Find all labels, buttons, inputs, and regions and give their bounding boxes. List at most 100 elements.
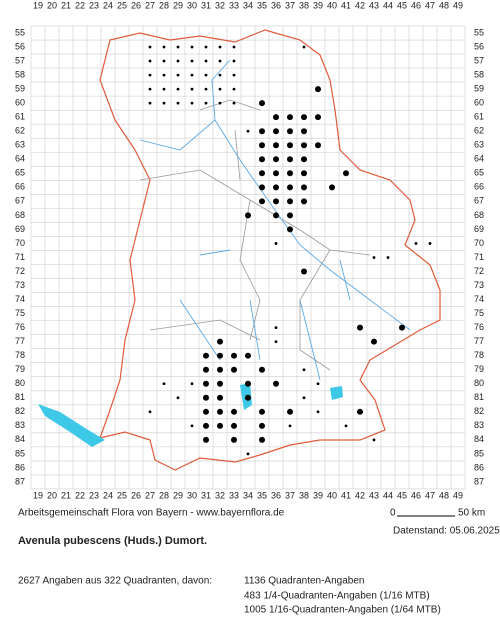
record-dot-small — [372, 438, 376, 442]
record-dot-small — [232, 45, 236, 49]
record-dot — [287, 114, 293, 121]
column-label: 41 — [341, 0, 351, 10]
record-dot — [287, 128, 293, 135]
record-dot — [259, 170, 265, 177]
row-label: 82 — [15, 406, 25, 416]
credit: Arbeitsgemeinschaft Flora von Bayern - w… — [18, 508, 285, 519]
column-label: 46 — [411, 0, 421, 10]
record-dot-small — [218, 101, 222, 105]
record-dot-small — [232, 59, 236, 63]
record-dot — [273, 170, 279, 177]
row-label: 68 — [474, 210, 484, 220]
row-label: 80 — [474, 378, 484, 388]
row-label: 81 — [474, 392, 484, 402]
record-dot — [315, 142, 321, 149]
record-dot-small — [190, 101, 194, 105]
row-label: 56 — [15, 41, 25, 51]
row-label: 58 — [15, 69, 25, 79]
record-dot-small — [386, 256, 390, 259]
column-label: 41 — [341, 490, 351, 500]
row-label: 55 — [474, 27, 484, 37]
column-label: 20 — [47, 0, 57, 10]
record-dot-small — [246, 452, 250, 456]
column-label: 32 — [215, 0, 225, 10]
record-dot-small — [218, 45, 222, 49]
record-dot — [259, 100, 265, 107]
record-dot — [231, 436, 237, 443]
column-label: 29 — [173, 0, 183, 10]
date: Datenstand: 05.06.2025 — [393, 526, 500, 537]
record-dot — [287, 212, 293, 219]
row-label: 69 — [474, 224, 484, 234]
record-dot — [259, 142, 265, 149]
record-dot — [287, 142, 293, 149]
row-label: 67 — [474, 196, 484, 206]
record-dot — [315, 114, 321, 121]
record-dot — [231, 366, 237, 373]
record-dot-small — [190, 424, 194, 428]
column-label: 21 — [61, 490, 71, 500]
scale-start: 0 — [390, 508, 396, 519]
column-label: 37 — [285, 0, 295, 10]
record-dot-small — [232, 87, 236, 91]
record-dot-small — [204, 45, 208, 49]
record-dot — [217, 422, 223, 429]
column-label: 47 — [425, 0, 435, 10]
row-label: 64 — [15, 154, 25, 164]
breakdown: 483 1/4-Quadranten-Angaben (1/16 MTB) — [244, 591, 430, 602]
column-label: 33 — [229, 490, 239, 500]
record-dot-small — [246, 129, 250, 133]
column-label: 49 — [453, 490, 463, 500]
row-label: 84 — [474, 434, 484, 444]
row-label: 80 — [15, 378, 25, 388]
record-dot — [287, 226, 293, 233]
record-dot — [259, 422, 265, 429]
record-dot — [357, 408, 363, 415]
record-dot-small — [176, 73, 180, 77]
column-label: 28 — [159, 0, 169, 10]
column-label: 19 — [33, 490, 43, 500]
record-dot — [245, 212, 251, 219]
record-dot — [259, 408, 265, 415]
state-border — [99, 29, 441, 471]
record-dot — [259, 128, 265, 135]
column-label: 31 — [201, 0, 211, 10]
record-dot — [287, 156, 293, 163]
column-label: 35 — [257, 490, 267, 500]
record-dot — [273, 198, 279, 205]
column-label: 27 — [145, 490, 155, 500]
record-dot-small — [316, 410, 320, 414]
record-dot-small — [344, 424, 348, 428]
record-dot-small — [302, 368, 306, 372]
column-label: 43 — [369, 490, 379, 500]
row-label: 61 — [474, 112, 484, 122]
column-label: 40 — [327, 0, 337, 10]
record-dot-small — [302, 396, 306, 400]
row-label: 72 — [15, 266, 25, 276]
record-dot — [273, 380, 279, 387]
record-dot-small — [176, 101, 180, 105]
row-label: 87 — [474, 476, 484, 486]
record-dot — [203, 436, 209, 443]
record-dot-small — [190, 45, 194, 49]
column-label: 44 — [383, 490, 393, 500]
record-dot-small — [372, 256, 376, 259]
column-label: 36 — [271, 0, 281, 10]
record-dot — [287, 198, 293, 205]
row-label: 86 — [474, 462, 484, 472]
record-dot-small — [190, 87, 194, 91]
column-label: 49 — [453, 0, 463, 10]
record-dot — [245, 380, 251, 387]
row-label: 77 — [474, 336, 484, 346]
row-label: 76 — [15, 322, 25, 332]
column-label: 28 — [159, 490, 169, 500]
column-label: 24 — [103, 0, 113, 10]
column-label: 42 — [355, 490, 365, 500]
row-label: 68 — [15, 210, 25, 220]
column-label: 36 — [271, 490, 281, 500]
row-label: 75 — [474, 308, 484, 318]
record-dot-small — [162, 73, 166, 77]
record-dot — [287, 170, 293, 177]
row-label: 83 — [15, 420, 25, 430]
record-dot — [203, 352, 209, 359]
